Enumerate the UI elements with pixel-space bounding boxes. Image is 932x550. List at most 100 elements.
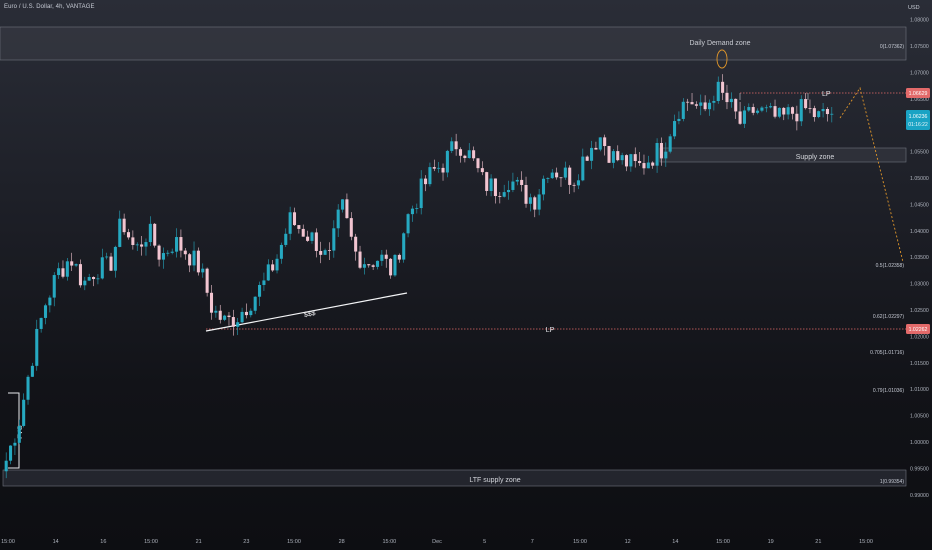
candle-body[interactable] — [458, 149, 463, 156]
candle-body[interactable] — [35, 328, 39, 366]
ltf-supply-zone[interactable] — [2, 469, 907, 487]
candle-body[interactable] — [624, 155, 629, 167]
candle-body[interactable] — [131, 237, 135, 246]
candle-body[interactable] — [721, 81, 725, 93]
candle-body[interactable] — [467, 150, 471, 159]
candle-body[interactable] — [480, 168, 484, 173]
candle-body[interactable] — [594, 147, 598, 150]
candle-body[interactable] — [742, 110, 746, 124]
candle-body[interactable] — [78, 264, 82, 286]
candle-body[interactable] — [751, 107, 755, 113]
candle-body[interactable] — [153, 223, 157, 246]
candle-body[interactable] — [424, 178, 428, 185]
candle-body[interactable] — [362, 264, 366, 268]
supply-zone[interactable] — [659, 147, 907, 163]
candle-body[interactable] — [616, 151, 620, 161]
candle-body[interactable] — [157, 245, 161, 260]
candle-body[interactable] — [725, 92, 729, 103]
candle-body[interactable] — [4, 460, 8, 472]
candle-body[interactable] — [332, 228, 336, 251]
candle-body[interactable] — [192, 250, 196, 266]
candle-body[interactable] — [450, 141, 454, 151]
candle-body[interactable] — [83, 280, 87, 286]
candle-body[interactable] — [664, 151, 668, 159]
daily-demand-zone[interactable] — [0, 26, 907, 61]
candle-body[interactable] — [135, 244, 139, 246]
candle-body[interactable] — [161, 253, 165, 260]
candle-body[interactable] — [43, 305, 48, 318]
candle-body[interactable] — [699, 102, 703, 106]
candle-body[interactable] — [507, 189, 511, 193]
candle-body[interactable] — [148, 223, 152, 243]
candle-body[interactable] — [476, 158, 480, 169]
candle-body[interactable] — [13, 442, 17, 446]
candle-body[interactable] — [310, 232, 314, 241]
candle-body[interactable] — [782, 107, 786, 115]
candle-body[interactable] — [808, 108, 812, 109]
candle-body[interactable] — [389, 258, 393, 276]
candle-body[interactable] — [297, 225, 301, 229]
candle-body[interactable] — [804, 99, 808, 109]
candle-body[interactable] — [463, 155, 467, 159]
candle-body[interactable] — [511, 181, 515, 190]
candle-body[interactable] — [236, 322, 240, 327]
candle-body[interactable] — [249, 310, 253, 316]
candle-body[interactable] — [384, 254, 388, 259]
candle-body[interactable] — [590, 147, 594, 161]
symbol-title[interactable]: Euro / U.S. Dollar, 4h, VANTAGE — [4, 4, 95, 10]
candle-body[interactable] — [485, 172, 489, 191]
candle-body[interactable] — [769, 106, 773, 108]
candle-body[interactable] — [445, 150, 449, 173]
candle-body[interactable] — [266, 264, 270, 281]
candle-body[interactable] — [397, 254, 401, 260]
projection-path[interactable] — [839, 86, 904, 263]
candle-body[interactable] — [258, 284, 262, 297]
candle-body[interactable] — [170, 251, 174, 253]
candle-body[interactable] — [126, 232, 131, 238]
candle-body[interactable] — [747, 107, 751, 111]
candle-body[interactable] — [777, 107, 781, 117]
candle-body[interactable] — [323, 250, 327, 255]
candle-body[interactable] — [209, 292, 214, 313]
candle-body[interactable] — [681, 101, 685, 119]
candle-body[interactable] — [144, 242, 148, 247]
candle-body[interactable] — [607, 146, 611, 163]
candle-body[interactable] — [179, 237, 183, 251]
candle-body[interactable] — [22, 399, 26, 426]
candle-body[interactable] — [214, 310, 218, 313]
candle-body[interactable] — [109, 256, 113, 271]
candle-body[interactable] — [354, 236, 358, 252]
candle-body[interactable] — [825, 109, 829, 115]
candle-body[interactable] — [406, 214, 410, 234]
candle-body[interactable] — [65, 261, 69, 277]
candle-body[interactable] — [677, 118, 681, 122]
candle-body[interactable] — [140, 244, 144, 247]
candle-body[interactable] — [694, 104, 698, 106]
candle-body[interactable] — [341, 199, 345, 210]
candle-body[interactable] — [642, 163, 646, 169]
candle-body[interactable] — [118, 218, 122, 247]
candle-body[interactable] — [659, 142, 663, 159]
candle-body[interactable] — [306, 236, 310, 241]
candle-body[interactable] — [314, 232, 318, 251]
candle-body[interactable] — [760, 107, 764, 111]
candle-body[interactable] — [528, 197, 532, 204]
candle-body[interactable] — [358, 251, 362, 268]
candle-body[interactable] — [57, 268, 61, 276]
candle-body[interactable] — [707, 102, 712, 110]
candle-body[interactable] — [402, 233, 406, 260]
candle-body[interactable] — [489, 178, 493, 191]
candle-body[interactable] — [515, 179, 519, 182]
candle-body[interactable] — [673, 121, 677, 137]
sss-trendline[interactable] — [205, 292, 408, 332]
candle-body[interactable] — [520, 179, 524, 185]
candle-body[interactable] — [271, 264, 275, 271]
candle-body[interactable] — [166, 252, 170, 254]
candle-body[interactable] — [30, 365, 34, 377]
candle-body[interactable] — [441, 167, 445, 173]
candle-body[interactable] — [227, 315, 231, 318]
candle-body[interactable] — [253, 296, 257, 311]
candle-body[interactable] — [275, 258, 279, 271]
candle-body[interactable] — [231, 317, 235, 327]
candle-body[interactable] — [262, 280, 266, 285]
